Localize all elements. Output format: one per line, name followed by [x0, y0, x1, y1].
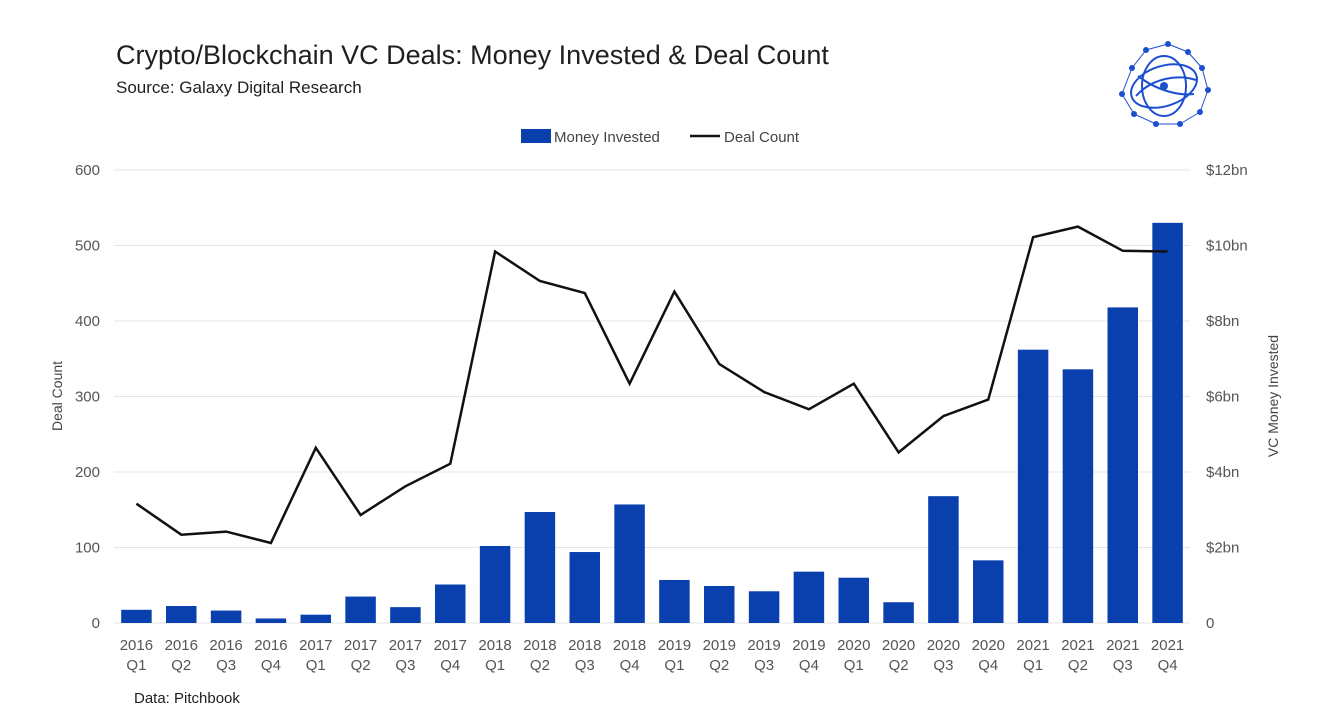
legend-label-deal-count: Deal Count	[724, 129, 800, 146]
x-tick-year: 2021	[1016, 637, 1049, 654]
x-tick-year: 2016	[165, 637, 198, 654]
y-left-tick-label: 0	[92, 615, 100, 632]
bar-money-invested	[1017, 349, 1049, 623]
y-left-tick-label: 500	[75, 238, 100, 255]
bar-money-invested	[1107, 307, 1138, 623]
chart-title: Crypto/Blockchain VC Deals: Money Invest…	[116, 40, 829, 70]
x-tick-year: 2020	[837, 637, 870, 654]
y-axis-left-title: Deal Count	[49, 361, 65, 431]
x-tick-year: 2016	[209, 637, 242, 654]
y-left-tick-label: 600	[75, 162, 100, 179]
data-source-note: Data: Pitchbook	[134, 690, 240, 707]
x-tick-year: 2018	[478, 637, 511, 654]
y-left-tick-label: 200	[75, 464, 100, 481]
bar-money-invested	[883, 602, 914, 623]
x-tick-year: 2018	[523, 637, 556, 654]
y-right-tick-label: $12bn	[1206, 162, 1248, 179]
x-tick-quarter: Q2	[1068, 657, 1088, 674]
bar-money-invested	[659, 579, 690, 623]
x-tick-year: 2018	[568, 637, 601, 654]
x-tick-year: 2018	[613, 637, 646, 654]
x-tick-quarter: Q2	[351, 657, 371, 674]
bar-money-invested	[121, 609, 152, 623]
legend-swatch-money-invested	[521, 129, 551, 143]
x-tick-year: 2019	[747, 637, 780, 654]
y-axis-right-title: VC Money Invested	[1265, 335, 1281, 457]
y-right-tick-label: $2bn	[1206, 540, 1239, 557]
x-tick-quarter: Q3	[754, 657, 774, 674]
bar-money-invested	[928, 496, 959, 623]
bar-money-invested	[300, 614, 331, 623]
x-tick-quarter: Q3	[1113, 657, 1133, 674]
x-tick-year: 2017	[299, 637, 332, 654]
chart-subtitle: Source: Galaxy Digital Research	[116, 78, 362, 97]
galaxy-digital-logo-icon	[1119, 41, 1211, 127]
x-tick-quarter: Q2	[171, 657, 191, 674]
bar-money-invested	[748, 591, 780, 623]
x-tick-quarter: Q4	[620, 657, 640, 674]
x-tick-quarter: Q3	[933, 657, 953, 674]
x-tick-quarter: Q3	[216, 657, 236, 674]
y-right-tick-label: $6bn	[1206, 389, 1239, 406]
y-left-tick-label: 400	[75, 313, 100, 330]
x-tick-year: 2017	[434, 637, 467, 654]
x-tick-quarter: Q2	[709, 657, 729, 674]
x-tick-year: 2019	[792, 637, 825, 654]
x-tick-quarter: Q3	[395, 657, 415, 674]
x-tick-year: 2021	[1106, 637, 1139, 654]
y-left-tick-label: 300	[75, 389, 100, 406]
x-tick-quarter: Q1	[126, 657, 146, 674]
x-tick-year: 2017	[389, 637, 422, 654]
bar-money-invested	[1152, 222, 1183, 623]
x-tick-quarter: Q1	[844, 657, 864, 674]
x-tick-year: 2016	[254, 637, 287, 654]
bar-money-invested	[255, 618, 287, 623]
x-tick-year: 2017	[344, 637, 377, 654]
bar-money-invested	[569, 552, 600, 623]
bar-money-invested	[704, 586, 735, 623]
y-right-tick-label: 0	[1206, 615, 1214, 632]
bar-money-invested	[838, 577, 869, 623]
bar-money-invested	[1062, 369, 1094, 623]
x-tick-year: 2021	[1151, 637, 1184, 654]
x-tick-quarter: Q4	[799, 657, 819, 674]
x-tick-year: 2020	[972, 637, 1005, 654]
x-tick-year: 2019	[703, 637, 736, 654]
bar-money-invested	[345, 596, 376, 623]
x-tick-quarter: Q2	[530, 657, 550, 674]
x-tick-quarter: Q3	[575, 657, 595, 674]
bar-money-invested	[390, 607, 421, 623]
x-tick-quarter: Q1	[306, 657, 326, 674]
x-tick-year: 2016	[120, 637, 153, 654]
x-tick-quarter: Q4	[978, 657, 998, 674]
x-tick-quarter: Q4	[261, 657, 281, 674]
bar-money-invested	[973, 560, 1004, 623]
x-tick-quarter: Q1	[485, 657, 505, 674]
x-tick-quarter: Q2	[889, 657, 909, 674]
x-tick-year: 2019	[658, 637, 691, 654]
x-tick-quarter: Q1	[1023, 657, 1043, 674]
line-deal-count	[135, 225, 1168, 545]
y-right-tick-label: $8bn	[1206, 313, 1239, 330]
bar-money-invested	[793, 571, 825, 623]
x-tick-year: 2021	[1061, 637, 1094, 654]
chart-legend: Money Invested Deal Count	[521, 129, 800, 146]
y-right-tick-label: $4bn	[1206, 464, 1239, 481]
x-tick-year: 2020	[927, 637, 960, 654]
legend-label-money-invested: Money Invested	[554, 129, 660, 146]
x-tick-quarter: Q4	[1158, 657, 1178, 674]
x-tick-quarter: Q1	[664, 657, 684, 674]
y-right-tick-label: $10bn	[1206, 238, 1248, 255]
x-tick-year: 2020	[882, 637, 915, 654]
y-left-tick-label: 100	[75, 540, 100, 557]
bar-money-invested	[166, 606, 197, 623]
bar-money-invested	[435, 584, 466, 623]
bar-money-invested	[524, 512, 556, 623]
bar-money-invested	[479, 545, 511, 623]
x-tick-quarter: Q4	[440, 657, 460, 674]
bar-money-invested	[614, 504, 645, 623]
bar-money-invested	[210, 610, 242, 623]
